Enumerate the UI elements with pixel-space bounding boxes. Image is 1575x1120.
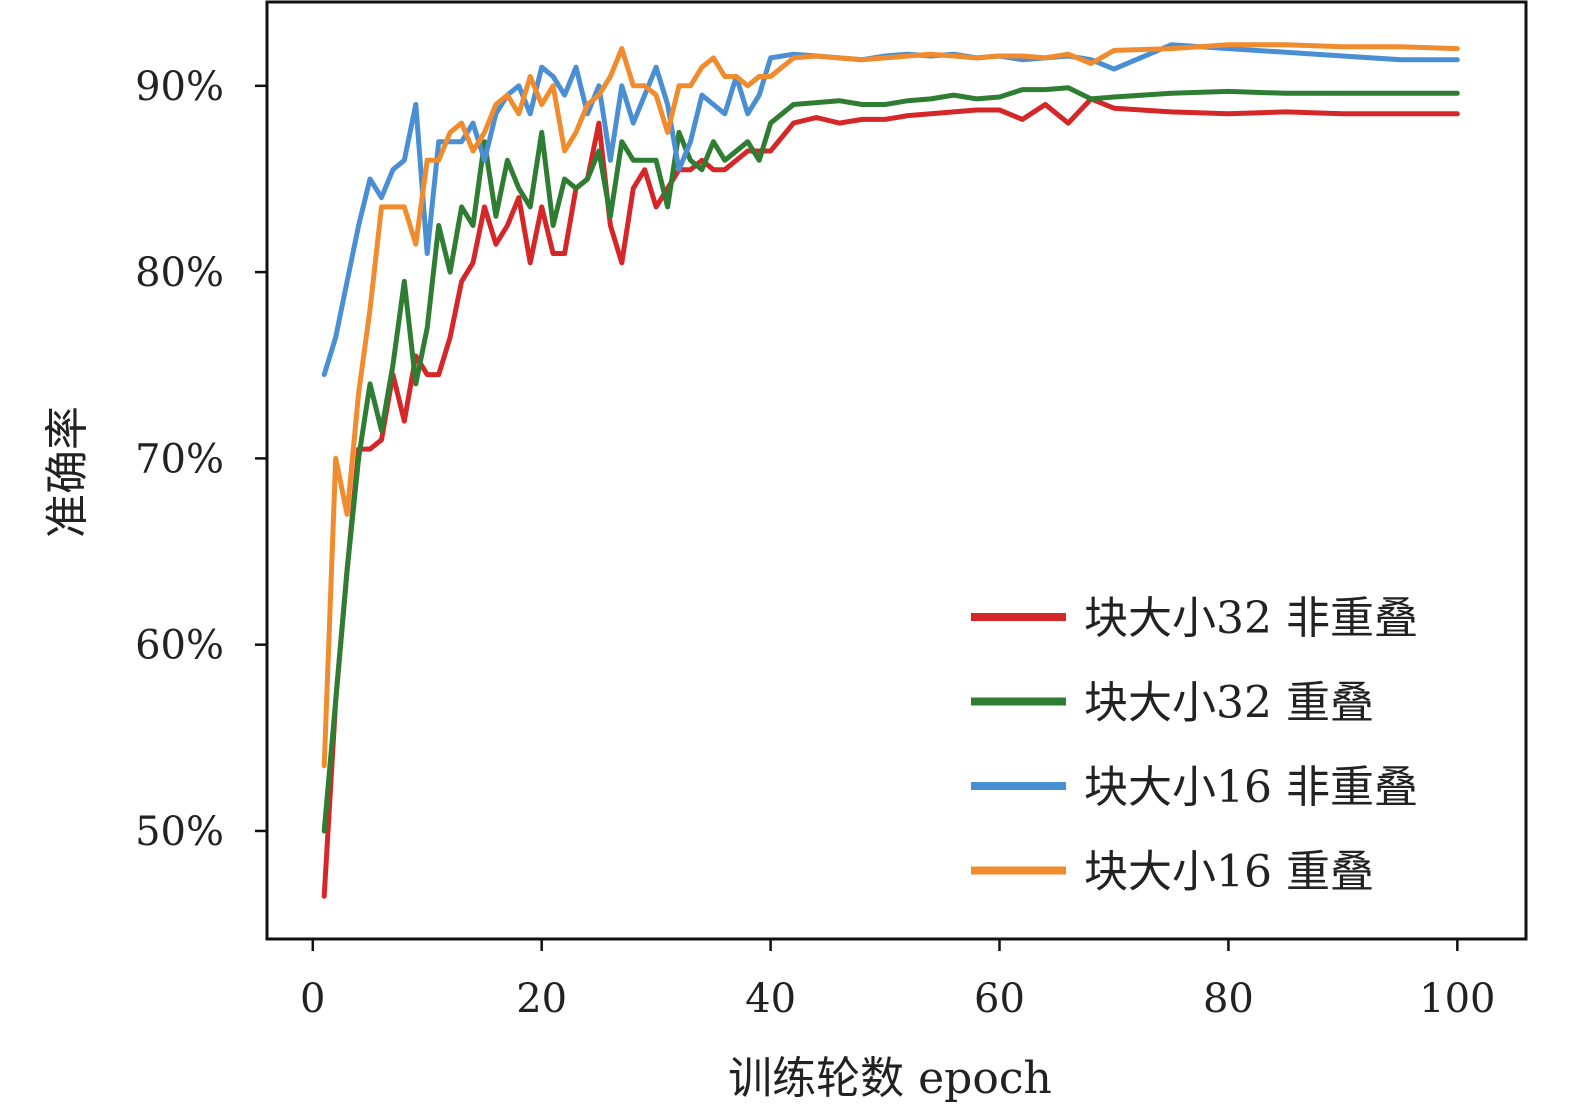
plot-frame (265, 0, 1528, 941)
x-tick-label: 40 (745, 976, 796, 1022)
y-tick-label: 90% (135, 64, 224, 110)
x-tick-label: 60 (974, 976, 1025, 1022)
series-layer (321, 42, 1460, 899)
x-tick-label: 20 (516, 976, 567, 1022)
x-tick-label: 0 (300, 976, 325, 1022)
series-line-1 (321, 96, 1460, 899)
y-axis-title: 准确率 (42, 406, 93, 538)
y-axis-ticks: 50% 60% 70% 80% 90% (135, 64, 267, 855)
legend-label-4: 块大小16 重叠 (1084, 847, 1374, 898)
x-axis-ticks: 0 20 40 60 80 100 (300, 939, 1496, 1022)
legend-label-3: 块大小16 非重叠 (1084, 762, 1418, 813)
y-tick-label: 50% (135, 809, 224, 855)
x-axis-title: 训练轮数 epoch (728, 1053, 1052, 1104)
y-tick-label: 60% (135, 623, 224, 669)
x-tick-label: 80 (1203, 976, 1254, 1022)
y-tick-label: 80% (135, 250, 224, 296)
series-line-2 (321, 85, 1460, 834)
legend-label-1: 块大小32 非重叠 (1084, 593, 1418, 644)
x-tick-label: 100 (1419, 976, 1495, 1022)
series-line-4 (321, 42, 1460, 769)
series-line-3 (321, 42, 1460, 378)
legend-label-2: 块大小32 重叠 (1084, 678, 1374, 729)
y-tick-label: 70% (135, 436, 224, 482)
